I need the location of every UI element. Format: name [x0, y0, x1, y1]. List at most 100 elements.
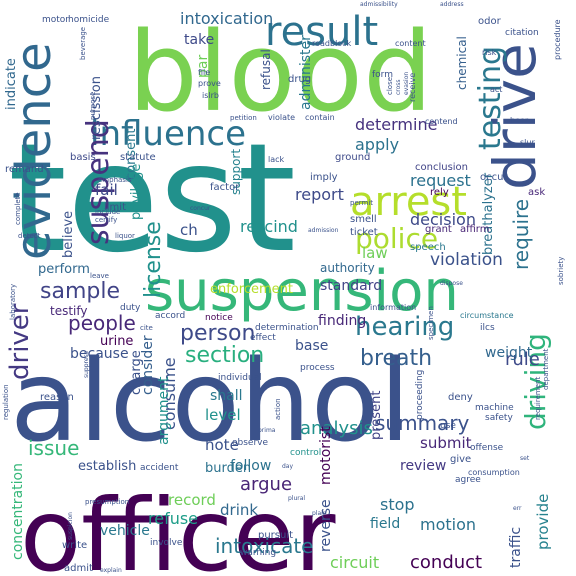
word-violate: violate [268, 113, 295, 122]
word-individual: individual [218, 373, 262, 383]
word-include: include [95, 208, 120, 216]
word-factor: factor [210, 182, 240, 193]
word-notice: notice [205, 313, 233, 323]
word-prima: prima [258, 427, 276, 434]
word-support: support [229, 149, 243, 195]
word-motorist: motorist [318, 426, 334, 485]
word-admission: admission [308, 227, 339, 234]
word-detect: detect [18, 232, 41, 240]
word-sample: sample [40, 279, 120, 304]
word-take: take [184, 32, 214, 48]
word-write: write [62, 540, 87, 551]
word-ground: ground [335, 152, 370, 163]
word-observe: observe [232, 438, 268, 448]
word-suspension: suspension [145, 259, 459, 324]
word-present: present [369, 391, 384, 440]
word-person: person [180, 321, 255, 346]
word-authority: authority [320, 261, 375, 275]
word-cross: cross [395, 79, 402, 95]
word-argue: argue [240, 474, 292, 495]
word-alcohol: alcohol [10, 337, 410, 467]
word-level: level [205, 406, 241, 424]
word-file: file [198, 68, 210, 77]
word-urine: urine [100, 334, 133, 349]
word-rescind: rescind [240, 217, 298, 236]
word-cite: cite [140, 324, 153, 332]
word-grant: grant [425, 224, 452, 235]
word-day: day [282, 463, 293, 470]
word-permit: permit [350, 199, 373, 207]
word-record: record [168, 491, 216, 509]
word-summary: summary [375, 411, 470, 435]
word-use: use [440, 421, 456, 431]
word-drive: drive [481, 43, 549, 190]
word-accident: accident [140, 463, 179, 473]
word-weight: weight [485, 345, 533, 361]
word-require: require [509, 199, 533, 270]
word-suspicion: suspicion [67, 512, 74, 540]
word-speech: speech [410, 242, 446, 253]
word-certify: certify [95, 216, 117, 224]
word-rule: rule [505, 349, 540, 370]
word-analysis: analysis [300, 418, 373, 439]
word-testify: testify [50, 304, 88, 318]
word-intoxicate: intoxicate [215, 534, 314, 558]
word-indicate: indicate [4, 58, 19, 110]
word-regulation: regulation [2, 384, 10, 420]
word-statute: statute [120, 152, 156, 163]
word-safety: safety [485, 413, 513, 423]
word-plain: plain [312, 510, 327, 517]
word-ask: ask [528, 187, 545, 198]
word-contend: contend [425, 117, 458, 126]
word-privilege: privilege [129, 164, 144, 220]
word-imply: imply [310, 172, 338, 183]
word-reverse: reverse [318, 499, 334, 552]
word-driver: driver [5, 303, 35, 380]
word-motor: motor [42, 15, 69, 25]
word-field: field [370, 516, 400, 532]
word-influence: influence [90, 114, 246, 154]
word-err: err [513, 505, 522, 512]
word-offense: offense [470, 443, 504, 453]
word-report: report [295, 185, 344, 204]
word-explain: explain [100, 567, 122, 574]
word-police: police [355, 222, 438, 255]
word-consume: consume [160, 357, 179, 430]
word-beer: beer [510, 116, 529, 125]
word-admit: admit [64, 563, 93, 574]
word-purpose: purpose [89, 92, 97, 120]
word-base: base [295, 338, 328, 354]
word-basis: basis [70, 152, 96, 163]
word-beverage: beverage [79, 27, 87, 60]
word-lack: lack [268, 155, 285, 164]
word-roadblock: roadblock [312, 39, 352, 48]
word-conclusion: conclusion [415, 162, 468, 173]
word-evidence: evidence [6, 42, 62, 260]
word-because: because [70, 346, 129, 362]
word-standard: standard [320, 278, 382, 294]
word-fail: fail [95, 181, 118, 199]
word-circuit: circuit [330, 553, 379, 572]
word-receive: receive [408, 73, 417, 102]
word-consider: consider [140, 335, 156, 395]
word-liquor: liquor [115, 232, 135, 240]
word-evasion: evasion [403, 72, 410, 95]
word-decision: decision [410, 210, 476, 229]
word-contain: contain [305, 113, 335, 122]
word-emphasis: emphasis [98, 176, 132, 184]
word-chemical: chemical [455, 36, 469, 90]
word-suppress: suppress [83, 351, 90, 378]
word-proceeding: proceeding [415, 370, 425, 420]
word-circumstance: circumstance [460, 311, 514, 320]
word-rescission: rescission [89, 76, 104, 140]
word-issue: issue [28, 436, 79, 460]
word-information: information [370, 303, 416, 312]
word-apply: apply [355, 135, 399, 154]
word-citation: citation [505, 28, 539, 38]
word-section: section [185, 343, 264, 368]
word-refuse: refuse [148, 509, 198, 528]
word-risk: risk [482, 48, 497, 57]
word-people: people [68, 311, 136, 335]
word-traffic: traffic [508, 527, 524, 568]
